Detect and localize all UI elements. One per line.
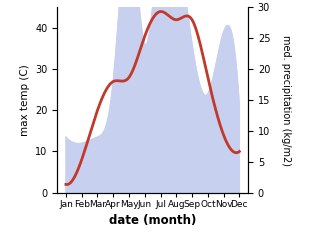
Y-axis label: max temp (C): max temp (C)	[20, 64, 30, 136]
Y-axis label: med. precipitation (kg/m2): med. precipitation (kg/m2)	[281, 35, 291, 165]
X-axis label: date (month): date (month)	[109, 214, 196, 227]
